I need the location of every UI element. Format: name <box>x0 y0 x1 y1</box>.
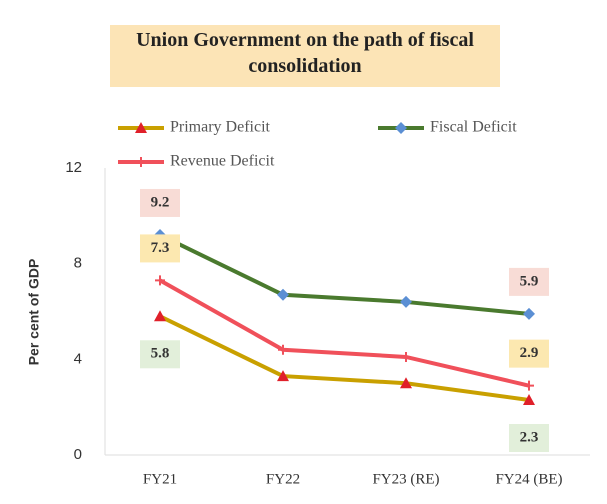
x-tick-label: FY22 <box>266 471 300 487</box>
series-line <box>159 314 530 402</box>
data-label-box <box>509 423 549 452</box>
y-tick-label: 4 <box>74 350 82 367</box>
marker <box>136 157 146 167</box>
marker <box>523 393 535 405</box>
y-tick-label: 8 <box>74 255 82 272</box>
marker <box>135 122 147 133</box>
data-label-box <box>140 234 180 263</box>
marker <box>400 295 412 308</box>
data-label: 5.9 <box>520 273 539 289</box>
data-label: 9.2 <box>151 194 170 210</box>
data-label-box <box>140 188 180 217</box>
series-line <box>159 233 530 316</box>
data-label-box <box>509 339 549 368</box>
data-label-box <box>140 340 180 369</box>
marker <box>155 275 165 286</box>
marker <box>278 344 288 355</box>
data-label: 7.3 <box>151 240 170 256</box>
data-label: 2.9 <box>520 345 539 361</box>
y-axis-label: Per cent of GDP <box>26 259 42 366</box>
marker <box>524 380 534 391</box>
legend-label: Fiscal Deficit <box>430 119 517 136</box>
marker <box>277 288 289 301</box>
marker <box>277 370 289 382</box>
legend-label: Revenue Deficit <box>170 153 275 170</box>
title-wrap: Union Government on the path of fiscal c… <box>136 29 474 77</box>
x-tick-label: FY23 (RE) <box>372 471 439 487</box>
marker <box>401 351 411 362</box>
data-label: 2.3 <box>520 429 539 445</box>
legend-label: Primary Deficit <box>170 119 271 136</box>
marker <box>400 377 412 389</box>
x-tick-label: FY21 <box>143 471 177 487</box>
data-label-box <box>509 267 549 296</box>
marker <box>523 307 535 320</box>
y-tick-label: 0 <box>74 446 82 463</box>
marker <box>154 310 166 322</box>
marker <box>395 122 407 134</box>
title-box <box>110 25 500 87</box>
y-tick-label: 12 <box>65 159 82 176</box>
chart-title: Union Government on the path of fiscal c… <box>136 29 474 77</box>
x-tick-label: FY24 (BE) <box>495 471 562 487</box>
series-line <box>159 278 530 388</box>
data-label: 5.8 <box>151 346 170 362</box>
